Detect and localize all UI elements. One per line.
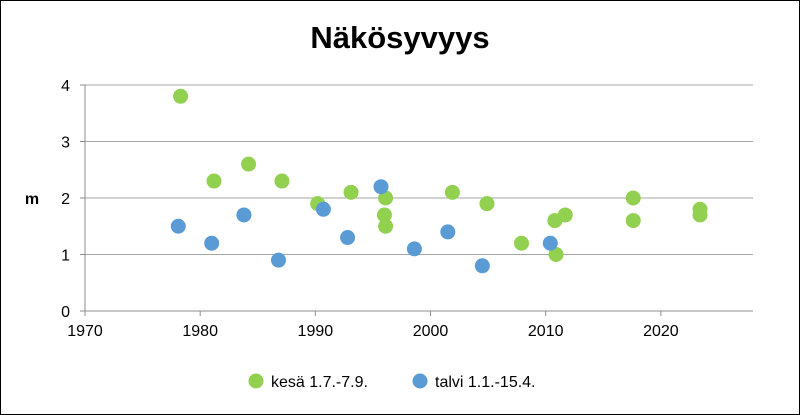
y-tick-label-2: 2 — [61, 191, 70, 208]
data-point-s1-7 — [406, 241, 422, 257]
data-point-s0-0 — [173, 88, 189, 104]
data-point-s0-10 — [479, 196, 495, 212]
data-point-s1-0 — [170, 218, 186, 234]
legend-label-0: kesä 1.7.-7.9. — [271, 374, 368, 391]
data-point-s0-16 — [625, 213, 641, 229]
data-point-s1-8 — [440, 224, 456, 240]
data-point-s0-18 — [692, 207, 708, 223]
data-point-s0-13 — [548, 247, 564, 262]
y-tick-label-4: 4 — [61, 78, 70, 95]
data-point-s0-7 — [376, 207, 392, 223]
data-point-s1-2 — [236, 207, 252, 223]
legend-marker-0 — [248, 373, 264, 389]
data-point-s0-9 — [444, 184, 460, 200]
legend: kesä 1.7.-7.9. talvi 1.1.-15.4. — [248, 373, 536, 391]
data-point-s1-1 — [204, 235, 220, 251]
x-tick-label-2010: 2010 — [528, 323, 564, 340]
y-tick-label-0: 0 — [61, 304, 70, 321]
y-axis-label: m — [25, 191, 39, 208]
data-point-s0-6 — [378, 190, 394, 206]
x-tick-label-2000: 2000 — [413, 323, 449, 340]
data-point-s1-3 — [270, 252, 286, 268]
chart-title: Näkösyvyys — [310, 20, 489, 55]
data-point-s0-14 — [557, 207, 573, 223]
series-0 — [173, 88, 708, 262]
data-point-s1-5 — [340, 230, 356, 246]
series-1 — [170, 179, 558, 274]
data-point-s1-4 — [315, 201, 331, 217]
data-point-s1-10 — [542, 235, 558, 251]
data-point-s0-11 — [514, 235, 530, 251]
data-point-s0-8 — [378, 218, 394, 234]
data-point-s1-9 — [474, 258, 490, 274]
data-point-s0-15 — [625, 190, 641, 206]
data-point-s1-6 — [373, 179, 389, 195]
x-tick-label-1990: 1990 — [298, 323, 334, 340]
x-tick-label-1980: 1980 — [182, 323, 218, 340]
axes — [80, 84, 753, 316]
data-point-s0-3 — [274, 173, 290, 189]
x-tick-label-2020: 2020 — [643, 323, 679, 340]
data-point-s0-5 — [343, 184, 359, 200]
data-point-s0-1 — [206, 173, 222, 189]
y-tick-label-1: 1 — [61, 248, 70, 265]
legend-label-1: talvi 1.1.-15.4. — [435, 374, 536, 391]
legend-marker-1 — [412, 373, 428, 389]
data-points — [170, 88, 708, 274]
y-tick-label-3: 3 — [61, 135, 70, 152]
tick-labels: 0 1 2 3 4 1970 1980 1990 2000 2010 2020 — [61, 78, 679, 340]
data-point-s0-2 — [241, 156, 257, 172]
x-tick-label-1970: 1970 — [67, 323, 103, 340]
